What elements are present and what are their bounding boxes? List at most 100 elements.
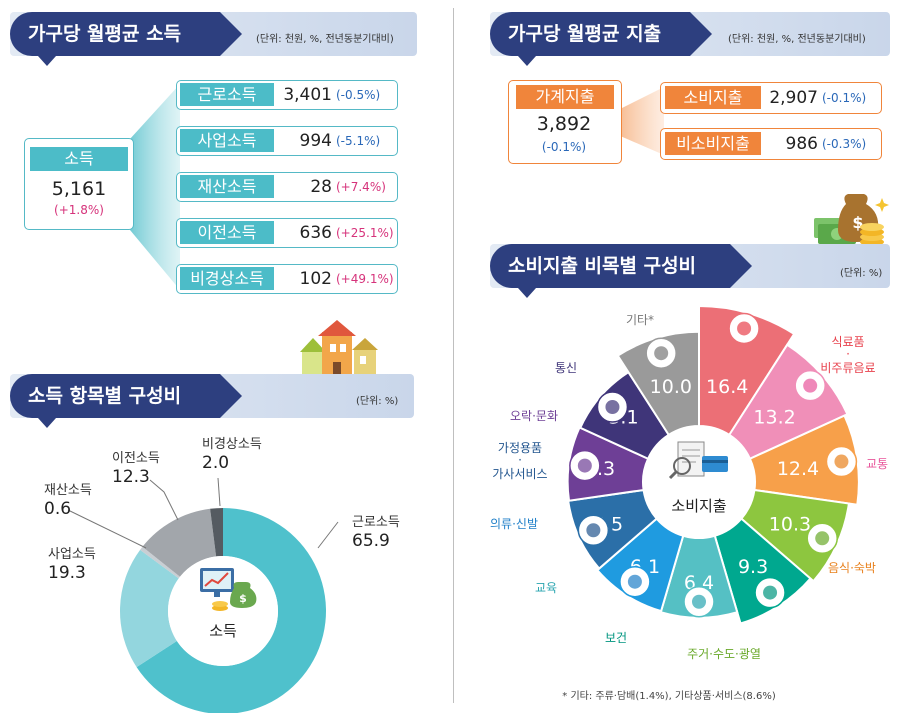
- income-leader-line: [317, 521, 339, 549]
- income-comp-header-title: 소득 항목별 구성비: [10, 374, 242, 418]
- income-slice-value: 19.3: [48, 563, 86, 583]
- expenditure-item-value: 2,907: [769, 88, 818, 108]
- consumption-category-icon-dot: [586, 523, 601, 538]
- column-separator: [453, 8, 454, 703]
- consumption-category-label: 기타*: [626, 313, 654, 327]
- expenditure-item-change: (-0.1%): [822, 91, 867, 105]
- income-total-label: 소득: [30, 147, 128, 171]
- consumption-category-label: 식료품 · 비주류음료: [820, 335, 875, 375]
- expenditure-item-label: 소비지출: [665, 86, 761, 109]
- income-slice-value: 0.6: [44, 499, 71, 519]
- income-slice-label: 비경상소득: [202, 437, 262, 452]
- consumption-category-icon-dot: [692, 594, 706, 609]
- consumption-category-label: 교통: [866, 457, 888, 471]
- income-slice: [136, 508, 326, 713]
- consumption-center-label: 소비지출: [671, 497, 726, 515]
- consumption-category-icon-dot: [605, 400, 620, 415]
- income-header-title: 가구당 월평균 소득: [10, 12, 242, 56]
- consumption-category-icon-dot: [577, 458, 592, 473]
- expenditure-header-title: 가구당 월평균 지출: [490, 12, 712, 56]
- income-slice-value: 2.0: [202, 453, 229, 473]
- income-leader-line: [67, 509, 147, 549]
- consumption-slice-value: 12.4: [777, 458, 819, 480]
- income-slice-label: 이전소득: [112, 451, 160, 466]
- consumption-category-label: 의류·신발: [490, 517, 538, 531]
- income-item-label: 재산소득: [180, 175, 274, 198]
- consumption-rose-chart: 16.413.212.410.39.36.46.15.55.35.110.0 소…: [490, 304, 888, 702]
- expenditure-item-value: 986: [785, 134, 818, 154]
- income-header-tail: [38, 56, 56, 66]
- money-bag-icon: $: [814, 194, 889, 246]
- income-center-label: 소득: [209, 622, 237, 640]
- income-item-value: 636: [299, 223, 332, 243]
- consumption-category-label: 보건: [605, 631, 627, 645]
- expenditure-connector: [618, 87, 664, 155]
- income-item-change: (+49.1%): [336, 272, 394, 286]
- consumption-slice-value: 10.3: [769, 514, 811, 536]
- income-item-change: (+7.4%): [336, 180, 386, 194]
- income-comp-unit: (단위: %): [356, 396, 399, 407]
- consumption-category-label: 오락·문화: [510, 409, 558, 423]
- income-leader-line: [217, 477, 221, 507]
- consumption-category-icon-dot: [834, 454, 849, 469]
- income-item-change: (+25.1%): [336, 226, 394, 240]
- income-item-label: 비경상소득: [180, 267, 274, 290]
- income-connector: [120, 84, 180, 290]
- income-item-value: 102: [299, 269, 332, 289]
- income-item-value: 28: [310, 177, 332, 197]
- income-slice-label: 사업소득: [48, 547, 96, 562]
- income-item-label: 이전소득: [180, 221, 274, 244]
- consumption-category-label: 교육: [535, 581, 557, 595]
- income-slice: [210, 508, 223, 557]
- consumption-category-icon-dot: [654, 346, 669, 361]
- consumption-footnote: * 기타: 주류·담배(1.4%), 기타상품·서비스(8.6%): [562, 690, 776, 702]
- consumption-category-icon-dot: [627, 574, 642, 589]
- income-item-label: 사업소득: [180, 129, 274, 152]
- consumption-header-tail: [518, 288, 536, 298]
- income-item-change: (-5.1%): [336, 134, 381, 148]
- consumption-slice-value: 9.3: [738, 556, 768, 578]
- income-slice-label: 재산소득: [44, 483, 92, 498]
- income-item-value: 994: [299, 131, 332, 151]
- consumption-category-label: 주거·수도·광열: [687, 647, 761, 661]
- consumption-category-icon-dot: [803, 378, 818, 393]
- income-item-label: 근로소득: [180, 83, 274, 106]
- income-item-value: 3,401: [283, 85, 332, 105]
- income-total-change: (+1.8%): [54, 203, 104, 217]
- expenditure-item-label: 비소비지출: [665, 132, 761, 155]
- income-leader-line: [149, 479, 179, 521]
- consumption-category-icon-dot: [763, 585, 778, 600]
- income-item-change: (-0.5%): [336, 88, 381, 102]
- income-slice: [142, 508, 217, 577]
- consumption-category-label: 통신: [555, 361, 577, 375]
- expenditure-total-change: (-0.1%): [541, 140, 587, 154]
- consumption-category-icon-dot: [737, 321, 752, 336]
- income-slice-label: 근로소득: [352, 515, 400, 530]
- income-slice: [140, 546, 180, 579]
- income-slice-value: 12.3: [112, 467, 150, 487]
- consumption-unit: (단위: %): [840, 268, 883, 279]
- consumption-center-icon: [668, 441, 728, 480]
- consumption-slice-value: 13.2: [753, 407, 795, 429]
- income-slice: [120, 549, 179, 668]
- consumption-slice-value: 10.0: [650, 376, 692, 398]
- income-comp-header-tail: [38, 418, 56, 428]
- income-slice-value: 65.9: [352, 531, 390, 551]
- expenditure-header-tail: [518, 56, 536, 66]
- income-unit: (단위: 천원, %, 전년동분기대비): [256, 34, 394, 45]
- expenditure-total-value: 3,892: [536, 113, 592, 135]
- svg-text:$: $: [239, 592, 247, 605]
- consumption-category-label: 음식·숙박: [828, 561, 876, 575]
- consumption-header-title: 소비지출 비목별 구성비: [490, 244, 752, 288]
- income-total-value: 5,161: [51, 178, 107, 200]
- consumption-slice-value: 16.4: [706, 376, 748, 398]
- consumption-category-label: 가정용품 · 가사서비스: [492, 441, 547, 481]
- house-icon: [300, 320, 380, 379]
- expenditure-unit: (단위: 천원, %, 전년동분기대비): [728, 34, 866, 45]
- expenditure-total-label: 가계지출: [516, 85, 614, 109]
- income-center-icon: $: [200, 568, 257, 611]
- expenditure-item-change: (-0.3%): [822, 137, 867, 151]
- svg-text:$: $: [852, 213, 863, 232]
- consumption-category-icon-dot: [815, 531, 830, 546]
